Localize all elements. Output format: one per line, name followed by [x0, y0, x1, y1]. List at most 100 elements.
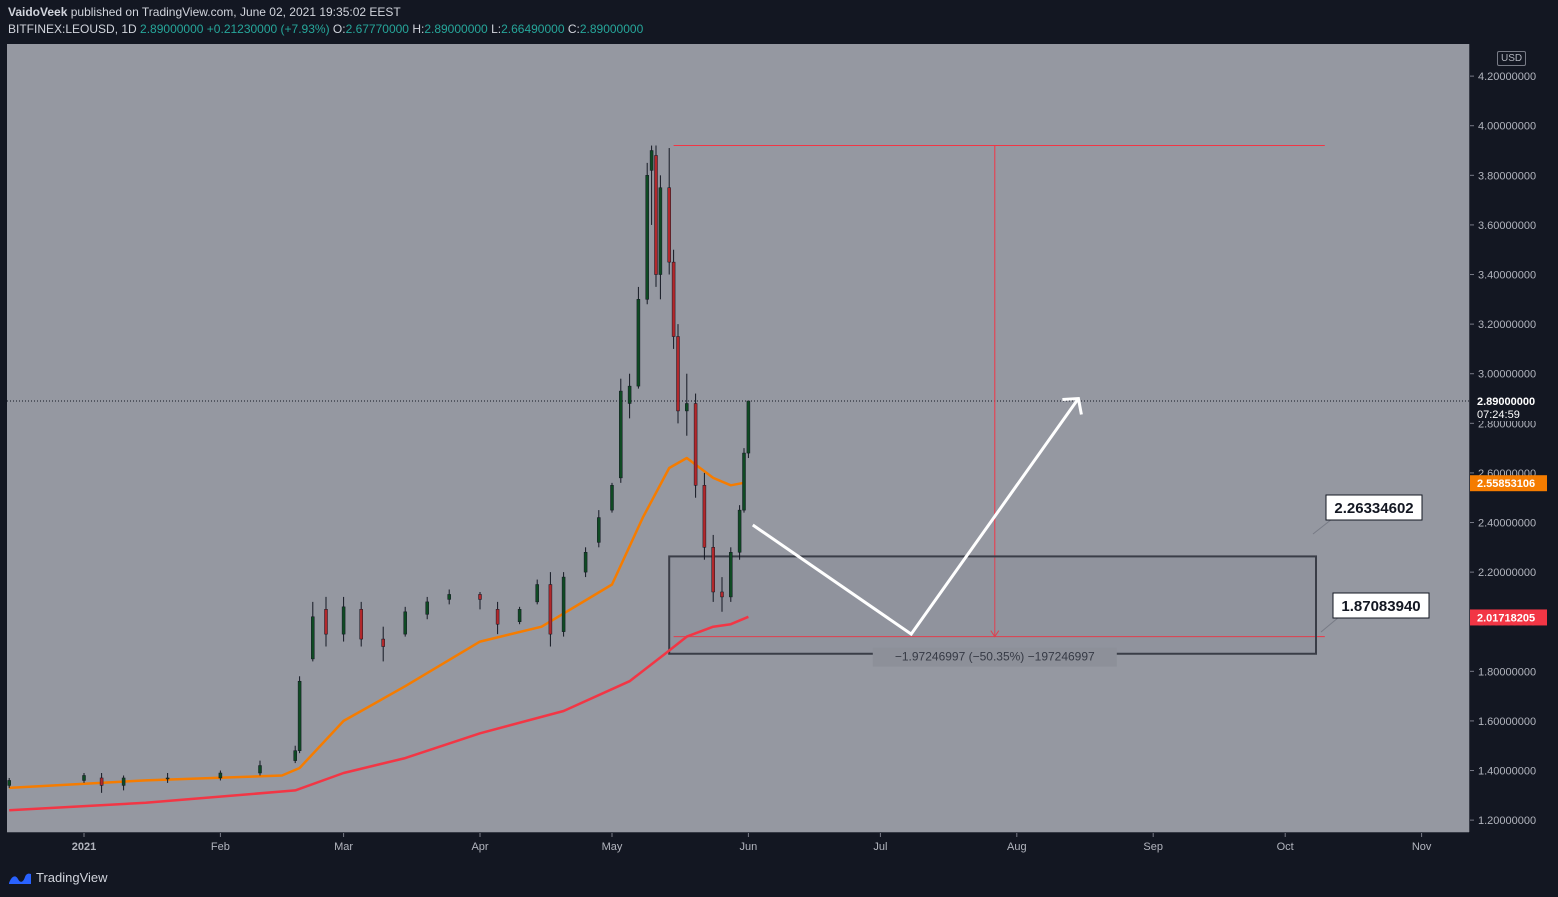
price-axis[interactable]: 1.20000000 1.40000000 1.60000000 1.80000000… — [1469, 44, 1558, 832]
candle — [359, 601, 363, 647]
candle-body — [742, 452, 746, 511]
time-tick-label: Oct — [1277, 841, 1294, 853]
measure-arrowhead — [990, 630, 1000, 638]
candle-body — [729, 552, 733, 598]
candle-body — [381, 638, 385, 647]
candle-body — [447, 594, 451, 600]
bottom-price-callout: 1.87083940 — [1320, 592, 1430, 633]
time-tick-label: 2021 — [72, 841, 96, 853]
candle — [627, 373, 632, 419]
price-tick-label: 1.20000000 — [1478, 815, 1536, 827]
low-value: 2.66490000 — [501, 22, 565, 36]
time-tick-label: Nov — [1412, 841, 1432, 853]
candle — [293, 745, 297, 764]
candle-body — [324, 609, 328, 635]
candle — [99, 773, 104, 793]
time-tick-label: Jun — [740, 841, 758, 853]
price-tick-label: 2.20000000 — [1478, 567, 1536, 579]
high-value: 2.89000000 — [424, 22, 488, 36]
chart-plot[interactable]: −1.97246997 (−50.35%) −197246997 2.263346… — [7, 44, 1469, 832]
candle-body — [627, 385, 632, 404]
price-tick-label: 1.40000000 — [1478, 766, 1536, 778]
candle — [671, 249, 676, 349]
price-tick-label: 4.00000000 — [1478, 121, 1536, 133]
candle — [311, 601, 315, 662]
candle — [495, 601, 500, 635]
candle — [478, 591, 482, 610]
top-price-callout-text: 2.26334602 — [1334, 500, 1413, 517]
candle — [447, 589, 451, 605]
currency-badge[interactable]: USD — [1497, 51, 1527, 66]
time-tick-label: Jul — [873, 841, 887, 853]
countdown-text: 07:24:59 — [1477, 409, 1520, 421]
price-tick-label: 3.80000000 — [1478, 170, 1536, 182]
support-zone-box — [668, 555, 1317, 655]
price-tick-label: 3.60000000 — [1478, 220, 1536, 232]
candle — [218, 770, 223, 781]
candle-body — [636, 299, 641, 387]
candle-body — [7, 780, 11, 786]
candle — [82, 773, 86, 783]
time-tick-label: May — [602, 841, 623, 853]
candle-body — [359, 609, 363, 640]
author-name[interactable]: VaidoVeek — [8, 5, 68, 19]
time-axis[interactable]: 2021 Feb Mar Apr May Jun Jul Aug Sep Oct Nov — [7, 832, 1469, 860]
candle-body — [610, 485, 614, 511]
candle-body — [702, 485, 707, 548]
published-text: published on TradingView.com, June 02, 2… — [70, 5, 401, 19]
time-tick-label: Mar — [334, 841, 353, 853]
candle — [121, 775, 126, 791]
candle — [649, 145, 654, 225]
candle-body — [495, 609, 500, 625]
measure-label-bg — [872, 647, 1117, 667]
candle-body — [548, 584, 553, 635]
candle — [636, 286, 641, 389]
candle — [7, 777, 11, 788]
bottom-price-callout-pointer — [1320, 616, 1340, 633]
chart-header: VaidoVeek published on TradingView.com, … — [0, 0, 1558, 44]
candle — [742, 448, 746, 513]
measure-label-text: −1.97246997 (−50.35%) −197246997 — [895, 650, 1095, 664]
symbol-name[interactable]: BITFINEX:LEOUSD, 1D — [8, 22, 137, 36]
plot-area[interactable]: −1.97246997 (−50.35%) −197246997 2.263346… — [7, 44, 1469, 832]
price-tick-label: 1.80000000 — [1478, 666, 1536, 678]
candle-body — [297, 680, 302, 751]
tradingview-logo-icon — [9, 873, 31, 884]
high-label: H: — [412, 22, 425, 36]
candle — [658, 175, 663, 300]
price-tick-label: 3.20000000 — [1478, 319, 1536, 331]
publish-info: VaidoVeek published on TradingView.com, … — [8, 5, 401, 19]
time-tick-label: Apr — [471, 841, 488, 853]
time-tick-label: Sep — [1143, 841, 1163, 853]
candle — [535, 579, 539, 605]
price-tick-label: 2.40000000 — [1478, 518, 1536, 530]
ema-red-label-bg — [1470, 609, 1547, 626]
tradingview-logo[interactable]: TradingView — [8, 870, 108, 885]
candle-body — [667, 187, 671, 263]
candle — [685, 373, 689, 436]
candle — [324, 596, 328, 647]
candle — [667, 148, 671, 275]
time-tick-label: Aug — [1007, 841, 1027, 853]
candle-body — [99, 777, 104, 786]
ema-red-label-text: 2.01718205 — [1477, 612, 1535, 624]
symbol-info: BITFINEX:LEOUSD, 1D 2.89000000 +0.212300… — [8, 22, 643, 36]
projection-arrowhead — [1062, 396, 1083, 415]
candle-body — [583, 552, 588, 573]
last-price-label-bg — [1470, 393, 1547, 421]
candle-body — [649, 150, 654, 171]
candle-body — [693, 403, 698, 486]
ema-orange-label-bg — [1470, 475, 1547, 492]
candle-body — [403, 611, 407, 635]
ema-orange-line — [9, 456, 745, 790]
candle-body — [685, 403, 689, 412]
candle — [676, 324, 680, 424]
candle-body — [658, 187, 663, 275]
candle-body — [654, 155, 658, 275]
candle — [654, 145, 658, 287]
candle — [583, 547, 588, 578]
candle-body — [597, 517, 601, 543]
low-label: L: — [491, 22, 502, 36]
top-price-callout-box — [1325, 494, 1423, 521]
candle — [297, 676, 302, 754]
